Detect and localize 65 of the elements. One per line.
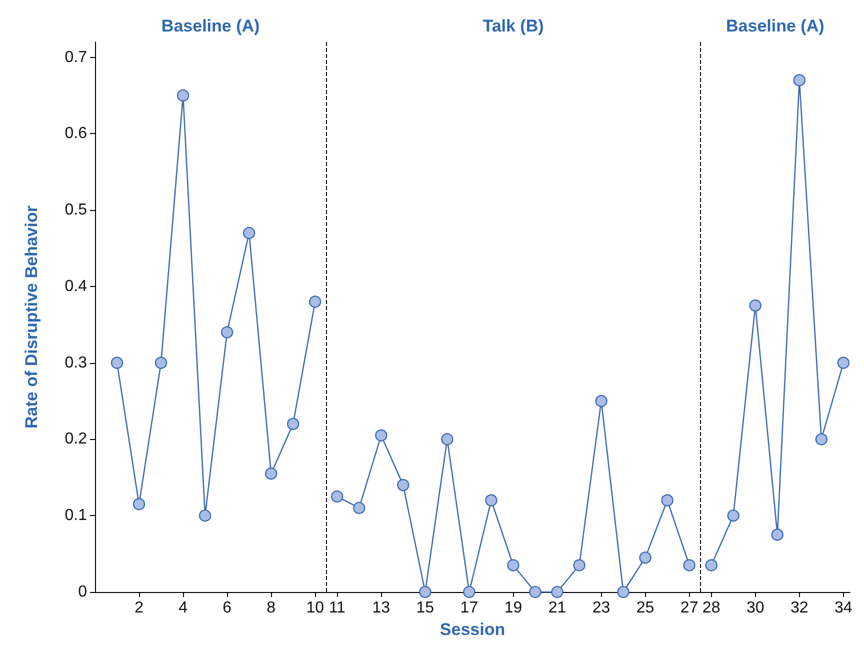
x-tick-label: 30 [746,600,764,616]
text: Baseline (A) [161,16,260,36]
point [815,433,828,446]
point [507,559,520,572]
point [727,510,740,522]
x-tick-label: 21 [548,600,566,616]
text: Baseline (A) [726,16,824,36]
point [551,586,564,598]
y-tick-label: 0.6 [64,125,88,142]
point [154,356,168,369]
point [353,502,366,514]
point [132,498,146,510]
point [573,559,586,572]
x-tick-label: 34 [834,600,852,616]
point [375,429,388,442]
point [485,494,498,506]
y-tick-label: 0.5 [64,202,88,219]
point [837,356,850,369]
point [463,586,476,598]
y-axis-title: Rate of Disruptive Behavior [22,205,41,428]
x-tick-label: 28 [702,600,720,616]
point [309,296,322,308]
x-tick-label: 13 [372,600,390,616]
x-tick-label: 11 [328,600,346,616]
point [110,356,124,369]
point [287,418,300,430]
point [265,468,278,480]
point [639,552,652,564]
point [242,226,256,240]
y-tick-label: 0.4 [64,278,88,295]
x-axis-title: Session [440,620,506,639]
x-tick-label: 23 [592,600,610,616]
x-tick-label: 19 [504,600,522,616]
point [220,326,234,338]
point [176,89,190,102]
point [198,510,212,522]
y-tick-label: 0.7 [64,48,88,66]
point [397,478,410,492]
point [595,394,608,408]
point [705,559,718,572]
x-tick-label: 25 [636,600,654,616]
x-tick-label: 15 [416,600,434,616]
point [793,74,806,86]
x-tick-label: 8 [266,600,276,616]
point [771,528,784,541]
point [749,299,762,312]
y-tick-label: 0.3 [64,354,88,372]
point [683,559,696,572]
point [529,586,542,598]
y-tick-label: 0.2 [64,430,88,448]
y-tick-label: 0.1 [64,507,88,524]
text: Talk (B) [482,16,544,36]
x-tick-label: 27 [680,600,698,616]
x-tick-label: 32 [790,600,808,616]
point [441,433,454,446]
point [419,586,432,598]
point [331,490,344,503]
point [661,494,674,506]
y-tick-label: 0 [78,584,88,600]
x-tick-label: 10 [306,600,324,616]
x-tick-label: 4 [178,600,188,616]
point [617,586,630,598]
x-tick-label: 17 [460,600,478,616]
x-tick-label: 6 [222,600,232,616]
x-tick-label: 2 [134,600,144,616]
